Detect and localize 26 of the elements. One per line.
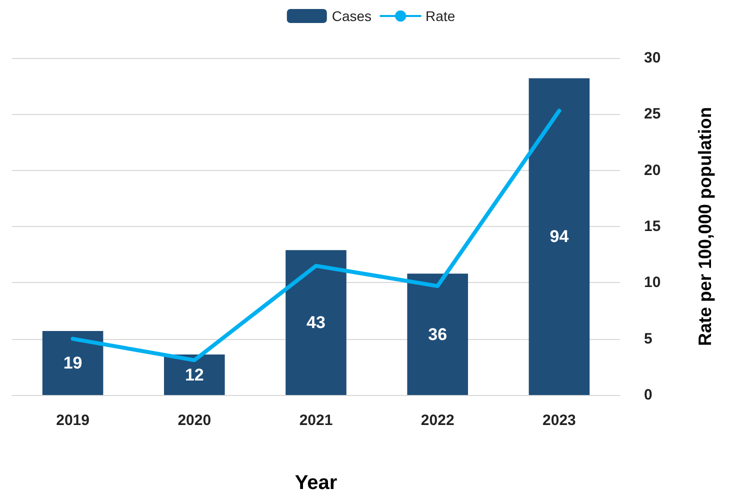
x-tick-label: 2023 [542, 412, 576, 429]
x-tick-label: 2019 [56, 412, 90, 429]
x-tick-label: 2020 [178, 412, 212, 429]
y2-tick-label: 5 [644, 330, 652, 348]
x-axis-title: Year [294, 472, 338, 494]
y2-tick-label: 10 [644, 274, 661, 292]
legend-label: Rate [426, 8, 456, 24]
data-label: 19 [63, 353, 82, 372]
bar [42, 330, 104, 395]
x-tick-label: 2022 [420, 412, 454, 429]
data-label: 43 [306, 313, 326, 332]
y2-tick-label: 15 [644, 218, 661, 235]
y2-tick-label: 25 [644, 106, 661, 123]
y2-tick-label: 20 [644, 162, 661, 179]
legend-label: Cases [332, 8, 372, 24]
data-label: 94 [550, 227, 570, 246]
x-tick-label: 2021 [299, 412, 333, 429]
bar [407, 274, 468, 395]
bar [286, 250, 346, 395]
bar [164, 354, 225, 395]
data-label: 12 [184, 365, 204, 384]
bar [528, 78, 590, 395]
data-label: 36 [428, 324, 448, 344]
y2-axis-title: Rate per 100,000 population [695, 106, 715, 346]
y2-tick-label: 30 [644, 50, 661, 66]
y2-tick-label: 0 [644, 386, 652, 404]
